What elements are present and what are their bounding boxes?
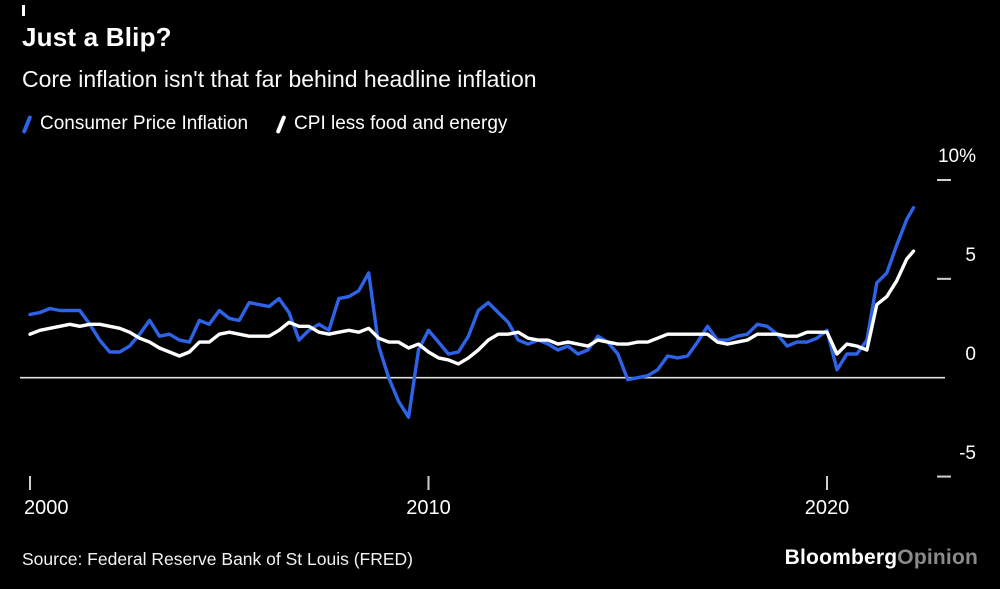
y-axis-label-neg5: -5 [959,442,976,464]
legend-label-core: CPI less food and energy [294,113,508,134]
source-credit: Source: Federal Reserve Bank of St Louis… [22,549,413,569]
x-axis-label-2020: 2020 [804,497,850,519]
brand-bloomberg: Bloomberg [784,546,898,569]
brand-opinion: Opinion [897,546,978,569]
bloomberg-opinion-logo: BloombergOpinion [785,546,978,570]
y-axis-label-5: 5 [965,244,976,266]
chart-subtitle: Core inflation isn't that far behind hea… [22,66,537,92]
legend-label-headline: Consumer Price Inflation [40,113,249,134]
x-axis-label-2010: 2010 [406,497,451,519]
top-left-tick [22,5,25,16]
x-axis-label-2000: 2000 [24,497,69,519]
y-axis-label-0: 0 [965,343,976,365]
y-axis-label-10pct: 10% [937,146,976,167]
legend: Consumer Price Inflation CPI less food a… [21,113,535,135]
chart-title: Just a Blip? [22,22,172,52]
